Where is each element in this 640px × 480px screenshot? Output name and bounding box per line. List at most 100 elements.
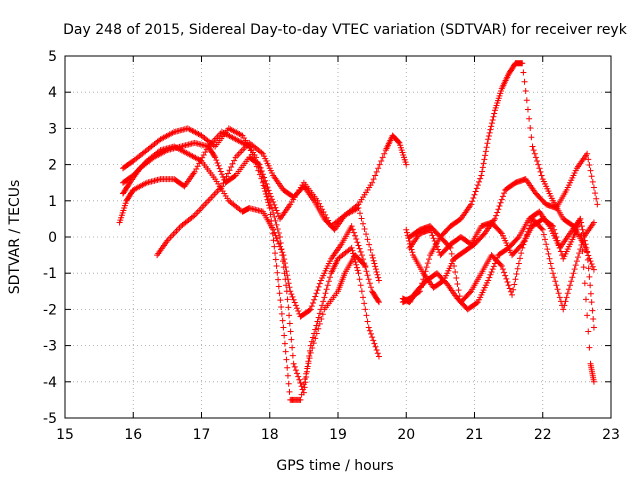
data-point [404, 229, 411, 236]
x-tick-label: 16 [124, 427, 142, 443]
data-point [584, 256, 591, 263]
data-point [544, 246, 551, 253]
data-point [491, 260, 498, 267]
data-point [322, 290, 329, 297]
data-points [116, 60, 601, 403]
data-point [265, 199, 272, 206]
data-point [531, 150, 538, 157]
data-point [283, 356, 290, 363]
data-point [307, 349, 314, 356]
data-point [247, 147, 254, 154]
data-point [231, 173, 238, 180]
data-point [497, 199, 504, 206]
data-point [303, 370, 310, 377]
data-point [524, 106, 531, 113]
data-point [364, 236, 371, 243]
data-point [212, 154, 219, 161]
data-point [256, 171, 263, 178]
data-point [546, 255, 553, 262]
data-point [354, 239, 361, 246]
data-point [575, 254, 582, 261]
data-point [352, 258, 359, 265]
data-point [370, 257, 377, 264]
y-tick-label: -3 [43, 339, 57, 355]
data-point [374, 271, 381, 278]
data-point [485, 277, 492, 284]
data-point [372, 172, 379, 179]
data-point [518, 242, 525, 249]
data-point [305, 360, 312, 367]
data-point [273, 262, 280, 269]
data-point [275, 229, 282, 236]
plot-frame [64, 55, 612, 419]
data-point [583, 244, 590, 251]
data-point [554, 286, 561, 293]
data-point [476, 178, 483, 185]
data-point [488, 120, 495, 127]
data-point [529, 143, 536, 150]
data-point [361, 300, 368, 307]
data-point [478, 172, 485, 179]
data-point [310, 340, 317, 347]
data-point [304, 365, 311, 372]
data-point [262, 190, 269, 197]
data-point [428, 229, 435, 236]
data-point [491, 110, 498, 117]
data-point [470, 194, 477, 201]
data-point [403, 226, 410, 233]
data-point [548, 265, 555, 272]
data-point [489, 116, 496, 123]
data-point [372, 343, 379, 350]
data-point [494, 209, 501, 216]
data-point [556, 294, 563, 301]
data-point [528, 134, 535, 141]
data-point [222, 176, 229, 183]
data-point [552, 278, 559, 285]
data-point [353, 236, 360, 243]
data-point [286, 320, 293, 327]
data-point [285, 304, 292, 311]
data-point [372, 263, 379, 270]
data-point [284, 372, 291, 379]
data-point [275, 283, 282, 290]
data-point [423, 264, 430, 271]
y-tick-label: -2 [43, 302, 57, 318]
data-point [430, 235, 437, 242]
data-point [589, 178, 596, 185]
data-point [282, 276, 289, 283]
data-point [581, 280, 588, 287]
data-point [493, 212, 500, 219]
data-point [381, 150, 388, 157]
data-point [487, 271, 494, 278]
data-point [280, 264, 287, 271]
data-point [228, 164, 235, 171]
data-point [274, 225, 281, 232]
data-point [395, 139, 402, 146]
data-point [295, 373, 302, 380]
x-tick-label: 22 [534, 427, 552, 443]
data-point [276, 290, 283, 297]
data-point [218, 183, 225, 190]
data-point [488, 123, 495, 130]
data-point [370, 176, 377, 183]
y-tick-label: 4 [48, 85, 57, 101]
data-point [502, 272, 509, 279]
data-point [498, 262, 505, 269]
data-point [560, 306, 567, 313]
data-point [271, 213, 278, 220]
data-point [309, 345, 316, 352]
data-point [306, 355, 313, 362]
data-point [288, 336, 295, 343]
data-point [270, 237, 277, 244]
data-point [274, 269, 281, 276]
data-point [514, 265, 521, 272]
data-point [363, 268, 370, 275]
data-point [485, 136, 492, 143]
data-point [509, 291, 516, 298]
data-point [474, 182, 481, 189]
data-point [578, 231, 585, 238]
data-point [274, 238, 281, 245]
data-point [535, 161, 542, 168]
y-tick-label: 5 [48, 49, 57, 65]
